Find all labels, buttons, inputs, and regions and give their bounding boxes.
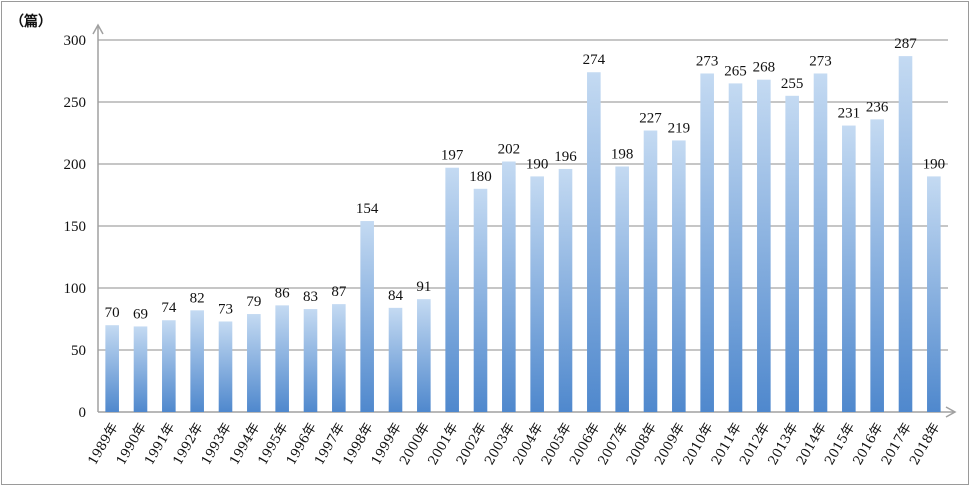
bar-value-label: 74 xyxy=(161,300,177,316)
bar xyxy=(473,188,488,412)
bar xyxy=(672,140,686,412)
bar xyxy=(785,95,799,413)
bar-value-label: 197 xyxy=(441,148,464,164)
bar-value-label: 219 xyxy=(668,120,691,136)
bar-value-label: 198 xyxy=(611,146,634,162)
y-tick-label: 150 xyxy=(64,219,87,235)
bar-value-label: 236 xyxy=(866,99,889,115)
bar-value-label: 273 xyxy=(809,53,832,69)
bar xyxy=(757,79,771,413)
bar xyxy=(218,321,233,412)
bar xyxy=(728,83,743,413)
y-axis-arrow xyxy=(92,23,104,35)
bar-value-label: 287 xyxy=(894,36,917,52)
axes xyxy=(92,23,957,418)
y-tick-label: 0 xyxy=(79,405,87,421)
x-tick-labels: 1989年1990年1991年1992年1993年1994年1995年1996年… xyxy=(86,421,944,468)
bar-value-label: 190 xyxy=(923,156,946,172)
bar-value-label: 265 xyxy=(724,63,747,79)
gridlines xyxy=(98,39,948,351)
bar xyxy=(502,161,516,412)
bar xyxy=(558,168,573,412)
bar-value-label: 69 xyxy=(133,306,148,322)
y-tick-label: 250 xyxy=(64,95,87,111)
bar-value-label: 227 xyxy=(639,111,662,127)
bar-value-label: 196 xyxy=(554,149,577,165)
y-tick-label: 300 xyxy=(64,33,87,49)
y-tick-label: 200 xyxy=(64,157,87,173)
bar-value-label: 73 xyxy=(218,301,233,317)
bar-value-label: 86 xyxy=(275,285,291,301)
bar-value-label: 70 xyxy=(105,305,120,321)
bar xyxy=(445,167,459,412)
bar-value-label: 180 xyxy=(469,169,492,185)
y-tick-labels: 0 50 100 150 200 250 300 xyxy=(64,33,87,421)
bar-value-label: 202 xyxy=(498,142,521,158)
bar xyxy=(105,325,119,412)
y-tick-label: 100 xyxy=(64,281,87,297)
bar xyxy=(388,307,403,412)
bar xyxy=(360,221,374,412)
bar-value-label: 274 xyxy=(583,52,606,68)
bar xyxy=(615,166,629,412)
data-labels: 70 69 74 82 73 79 86 83 87 154 84 91 197 180 202 190 196… xyxy=(105,36,945,322)
bar xyxy=(643,130,658,412)
bar xyxy=(927,176,941,412)
bar xyxy=(332,304,346,412)
bar xyxy=(303,309,318,412)
bar xyxy=(133,326,148,412)
bar-value-label: 255 xyxy=(781,76,804,92)
bar xyxy=(898,56,913,413)
bar xyxy=(842,125,856,412)
bar-value-label: 84 xyxy=(388,288,404,304)
bar xyxy=(587,72,601,413)
bars xyxy=(105,56,941,413)
bar-value-label: 91 xyxy=(416,279,431,295)
bar xyxy=(700,73,714,412)
x-axis-arrow xyxy=(945,406,957,418)
y-tick-label: 50 xyxy=(71,343,86,359)
bar xyxy=(530,176,544,412)
bar-value-label: 87 xyxy=(331,284,347,300)
bar xyxy=(813,73,828,412)
bar xyxy=(247,314,261,412)
bar xyxy=(870,119,884,413)
bar-value-label: 82 xyxy=(190,290,205,306)
bar-value-label: 273 xyxy=(696,53,719,69)
bar-value-label: 79 xyxy=(246,294,261,310)
bar xyxy=(417,299,431,412)
bar xyxy=(275,305,289,412)
bar-value-label: 190 xyxy=(526,156,549,172)
bar-value-label: 231 xyxy=(838,106,861,122)
bar xyxy=(162,320,176,412)
bar xyxy=(190,310,204,412)
bar-value-label: 83 xyxy=(303,289,318,305)
bar-value-label: 154 xyxy=(356,201,379,217)
y-unit-label: （篇） xyxy=(10,13,52,30)
bar-value-label: 268 xyxy=(753,60,776,76)
